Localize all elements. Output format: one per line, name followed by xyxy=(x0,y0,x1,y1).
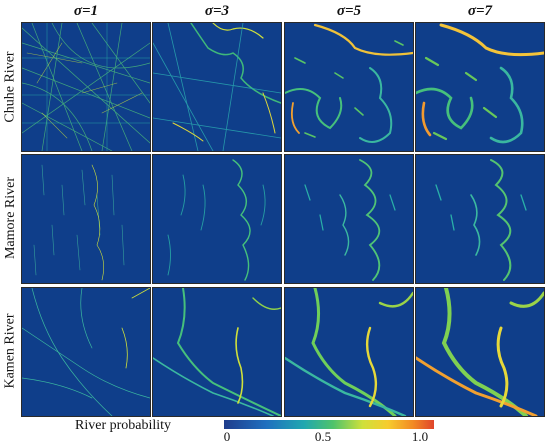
panel-chuhe-sigma-1 xyxy=(21,22,151,152)
column-header-sigma-5: σ=5 xyxy=(336,3,362,19)
panel-kamen-sigma-1 xyxy=(21,287,151,417)
colorbar-tick-0-5: 0.5 xyxy=(314,429,332,444)
panel-chuhe-sigma-5 xyxy=(284,22,414,152)
column-header-sigma-3: σ=3 xyxy=(204,3,230,19)
colorbar-tick-1-0: 1.0 xyxy=(411,429,429,444)
row-label-kamen-text: Kamen River xyxy=(3,313,18,389)
column-header-sigma-7: σ=7 xyxy=(467,3,493,19)
row-label-chuhe: Chuhe River xyxy=(2,22,20,152)
colorbar-tick-0: 0 xyxy=(223,429,231,444)
colorbar-gradient xyxy=(224,420,434,429)
panel-mamore-sigma-5 xyxy=(284,154,414,284)
panel-chuhe-sigma-3 xyxy=(152,22,282,152)
column-header-sigma-1: σ=1 xyxy=(73,3,99,19)
panel-chuhe-sigma-7 xyxy=(415,22,545,152)
panel-kamen-sigma-5 xyxy=(284,287,414,417)
row-label-kamen: Kamen River xyxy=(2,286,20,416)
row-label-mamore: Mamore River xyxy=(2,152,20,284)
panel-mamore-sigma-3 xyxy=(152,154,282,284)
panel-kamen-sigma-3 xyxy=(152,287,282,417)
panel-kamen-sigma-7 xyxy=(415,287,545,417)
colorbar-title: River probability xyxy=(75,418,172,433)
row-label-mamore-text: Mamore River xyxy=(3,176,18,260)
panel-mamore-sigma-1 xyxy=(21,154,151,284)
row-label-chuhe-text: Chuhe River xyxy=(3,51,18,123)
panel-mamore-sigma-7 xyxy=(415,154,545,284)
